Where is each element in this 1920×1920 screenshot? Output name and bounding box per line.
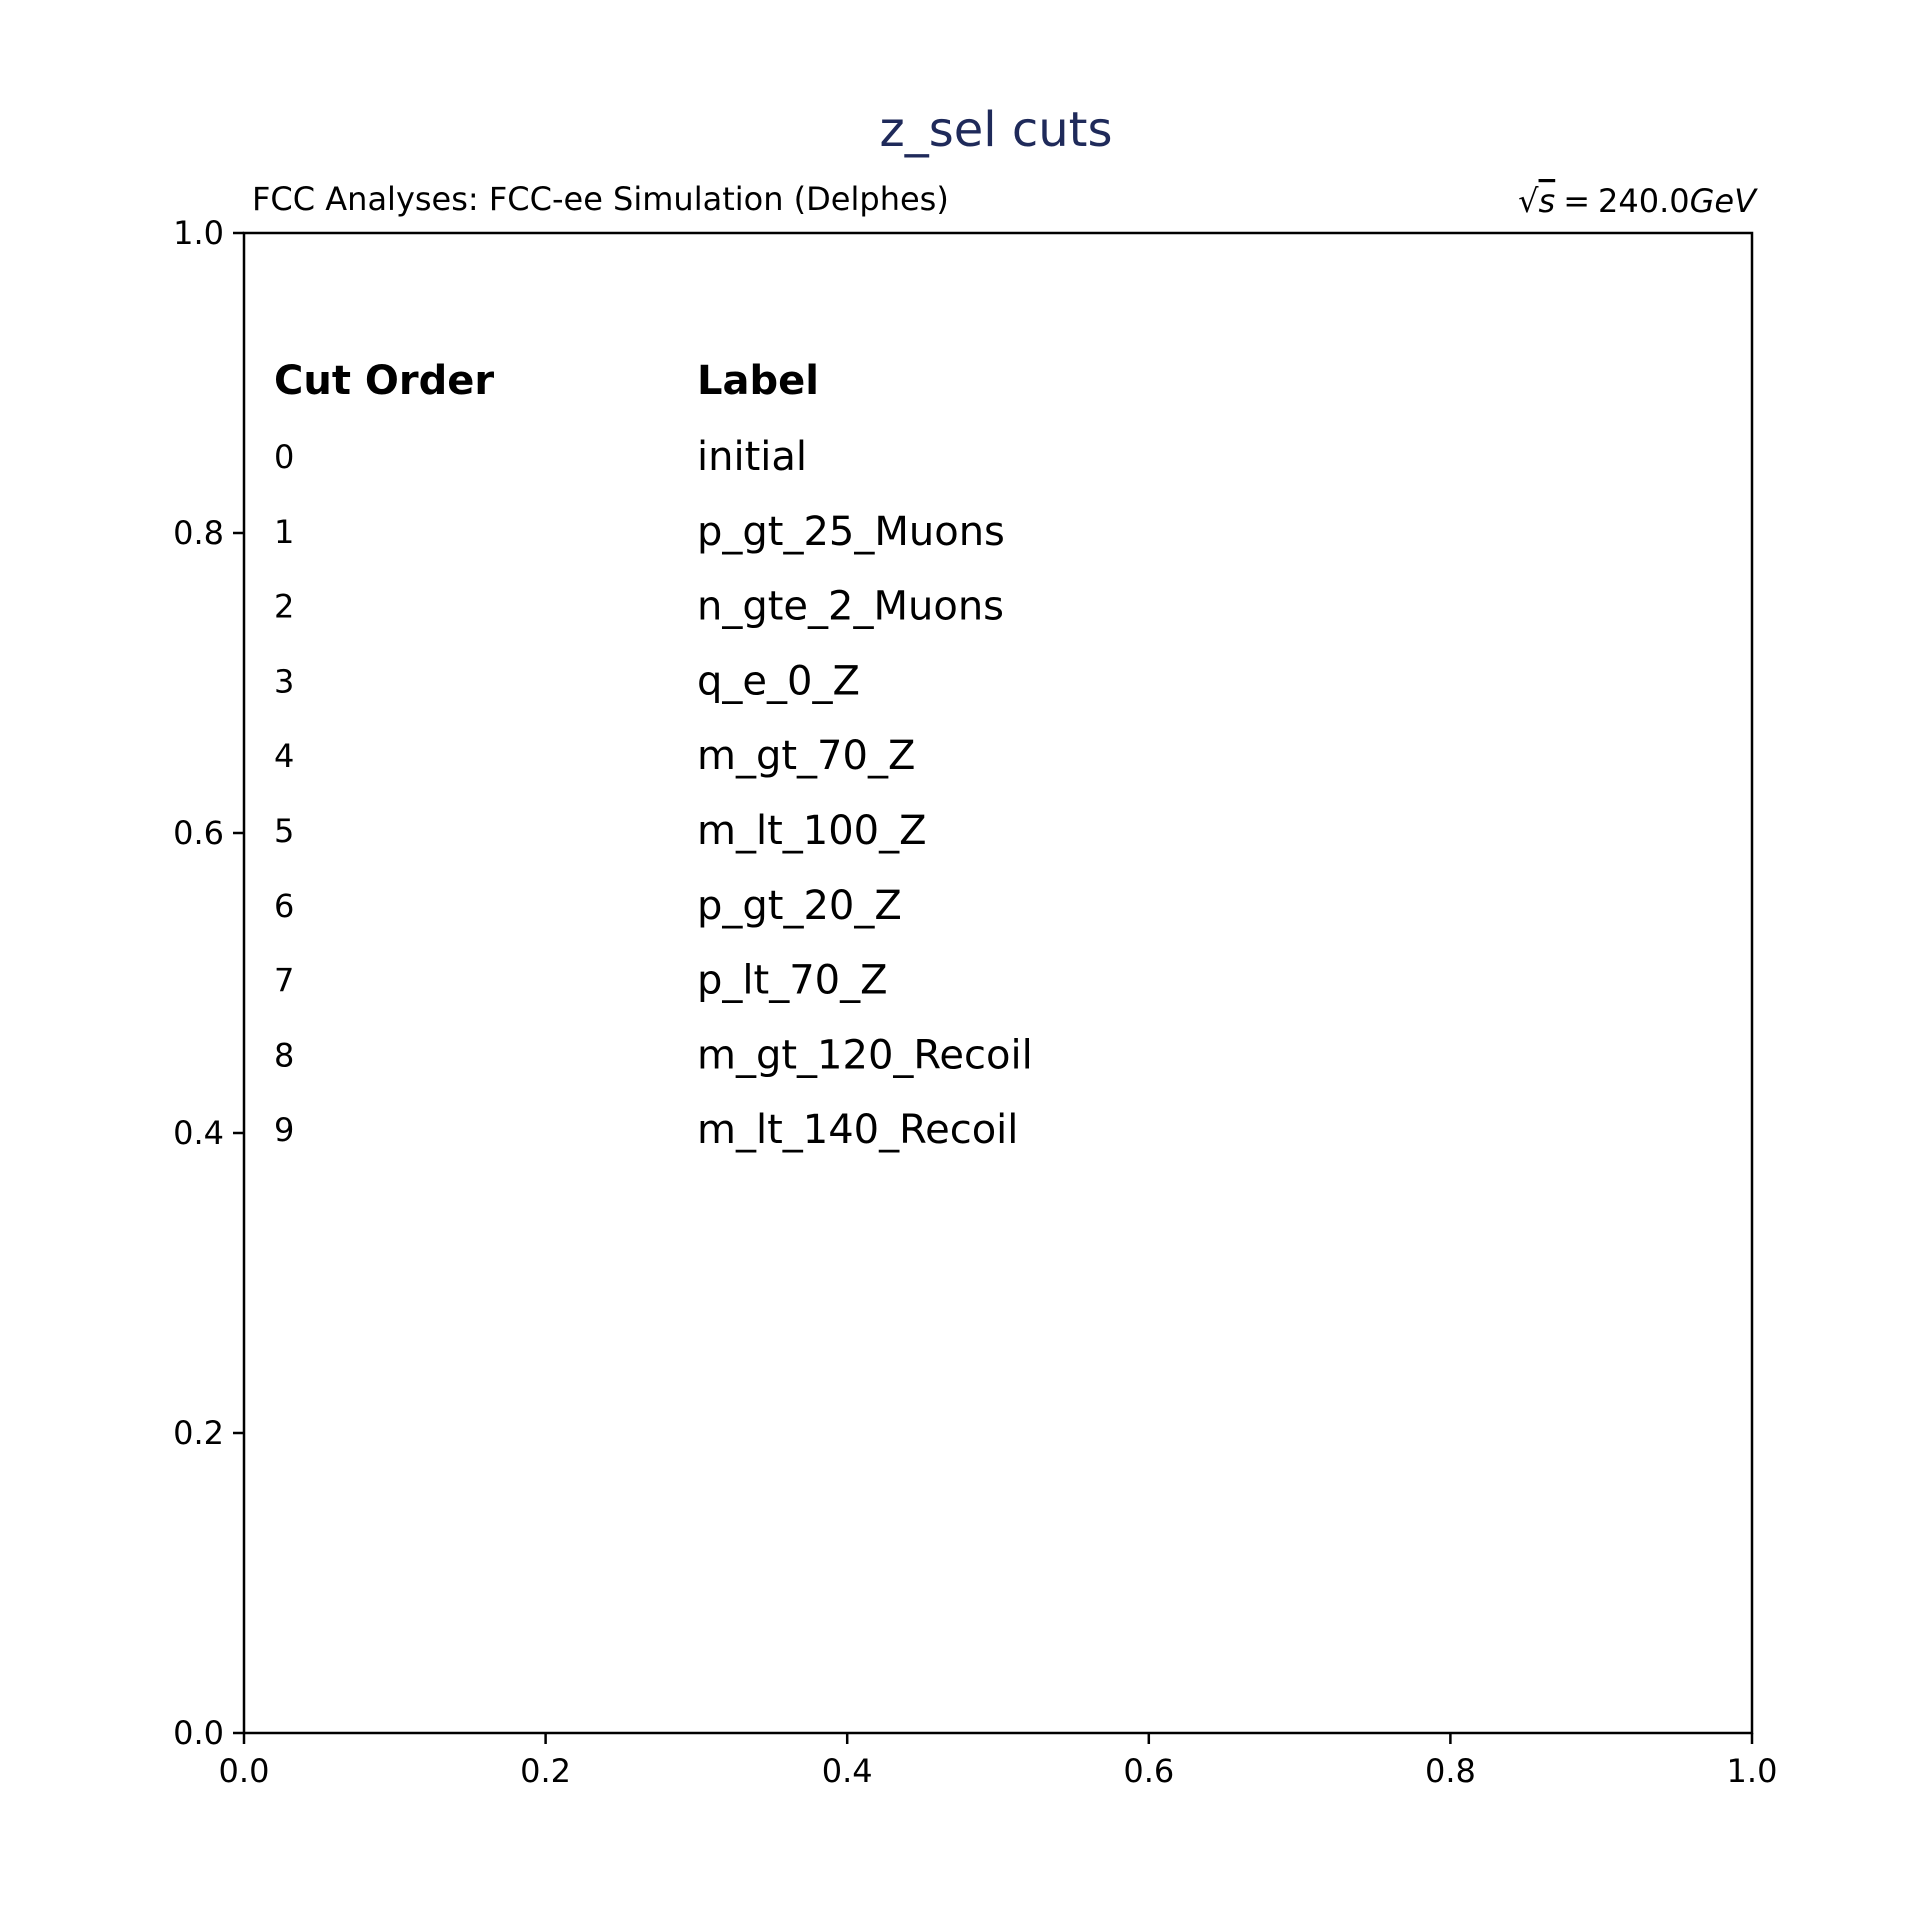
energy-label: √s = 240.0GeV <box>1518 182 1758 220</box>
x-tick-label: 0.6 <box>1123 1752 1174 1790</box>
table-cell-label: q_e_0_Z <box>697 658 860 704</box>
table-cell-label: p_gt_25_Muons <box>697 509 1005 555</box>
x-tick-label: 0.2 <box>520 1752 571 1790</box>
table-cell-cut-order: 5 <box>274 812 294 850</box>
y-tick-label: 1.0 <box>173 214 224 252</box>
table-cell-cut-order: 8 <box>274 1036 294 1074</box>
table-cell-cut-order: 6 <box>274 887 294 925</box>
table-cell-label: m_gt_70_Z <box>697 733 915 779</box>
x-tick-label: 0.0 <box>219 1752 270 1790</box>
y-tick-label: 0.8 <box>173 514 224 552</box>
table-rows: 0 initial 1 p_gt_25_Muons 2 n_gte_2_Muons 3 q_e… <box>274 434 1033 1153</box>
x-tick-label: 1.0 <box>1727 1752 1778 1790</box>
table-cell-cut-order: 0 <box>274 438 294 476</box>
table-cell-cut-order: 7 <box>274 962 294 1000</box>
table-cell-cut-order: 4 <box>274 737 294 775</box>
table-cell-label: n_gte_2_Muons <box>697 584 1004 630</box>
energy-equals: = <box>1563 182 1590 220</box>
table-cell-label: m_lt_100_Z <box>697 808 927 854</box>
table-cell-cut-order: 3 <box>274 662 294 700</box>
x-tick-label: 0.4 <box>822 1752 873 1790</box>
energy-s: s <box>1539 182 1556 220</box>
column-header-label: Label <box>697 358 819 404</box>
table-cell-cut-order: 9 <box>274 1111 294 1149</box>
y-tick-label: 0.0 <box>173 1714 224 1752</box>
x-axis-ticks: 0.0 0.2 0.4 0.6 0.8 1.0 <box>219 1733 1778 1790</box>
sqrt-symbol: √ <box>1518 182 1539 220</box>
table-cell-cut-order: 1 <box>274 513 294 551</box>
x-tick-label: 0.8 <box>1425 1752 1476 1790</box>
y-tick-label: 0.2 <box>173 1414 224 1452</box>
energy-unit: GeV <box>1690 182 1758 220</box>
table-cell-label: p_gt_20_Z <box>697 883 902 929</box>
chart-title: z_sel cuts <box>880 102 1113 158</box>
table-cell-label: initial <box>697 434 807 480</box>
y-tick-label: 0.6 <box>173 814 224 852</box>
y-tick-label: 0.4 <box>173 1114 224 1152</box>
energy-value: 240.0 <box>1598 182 1690 220</box>
y-axis-ticks: 0.0 0.2 0.4 0.6 0.8 1.0 <box>173 214 244 1752</box>
table-cell-label: m_lt_140_Recoil <box>697 1107 1018 1153</box>
axes-frame <box>242 231 1754 1735</box>
column-header-cut-order: Cut Order <box>274 358 494 404</box>
table-cell-label: p_lt_70_Z <box>697 958 888 1004</box>
experiment-label: FCC Analyses: FCC-ee Simulation (Delphes… <box>252 180 949 218</box>
table-cell-label: m_gt_120_Recoil <box>697 1032 1033 1078</box>
table-cell-cut-order: 2 <box>274 588 294 626</box>
